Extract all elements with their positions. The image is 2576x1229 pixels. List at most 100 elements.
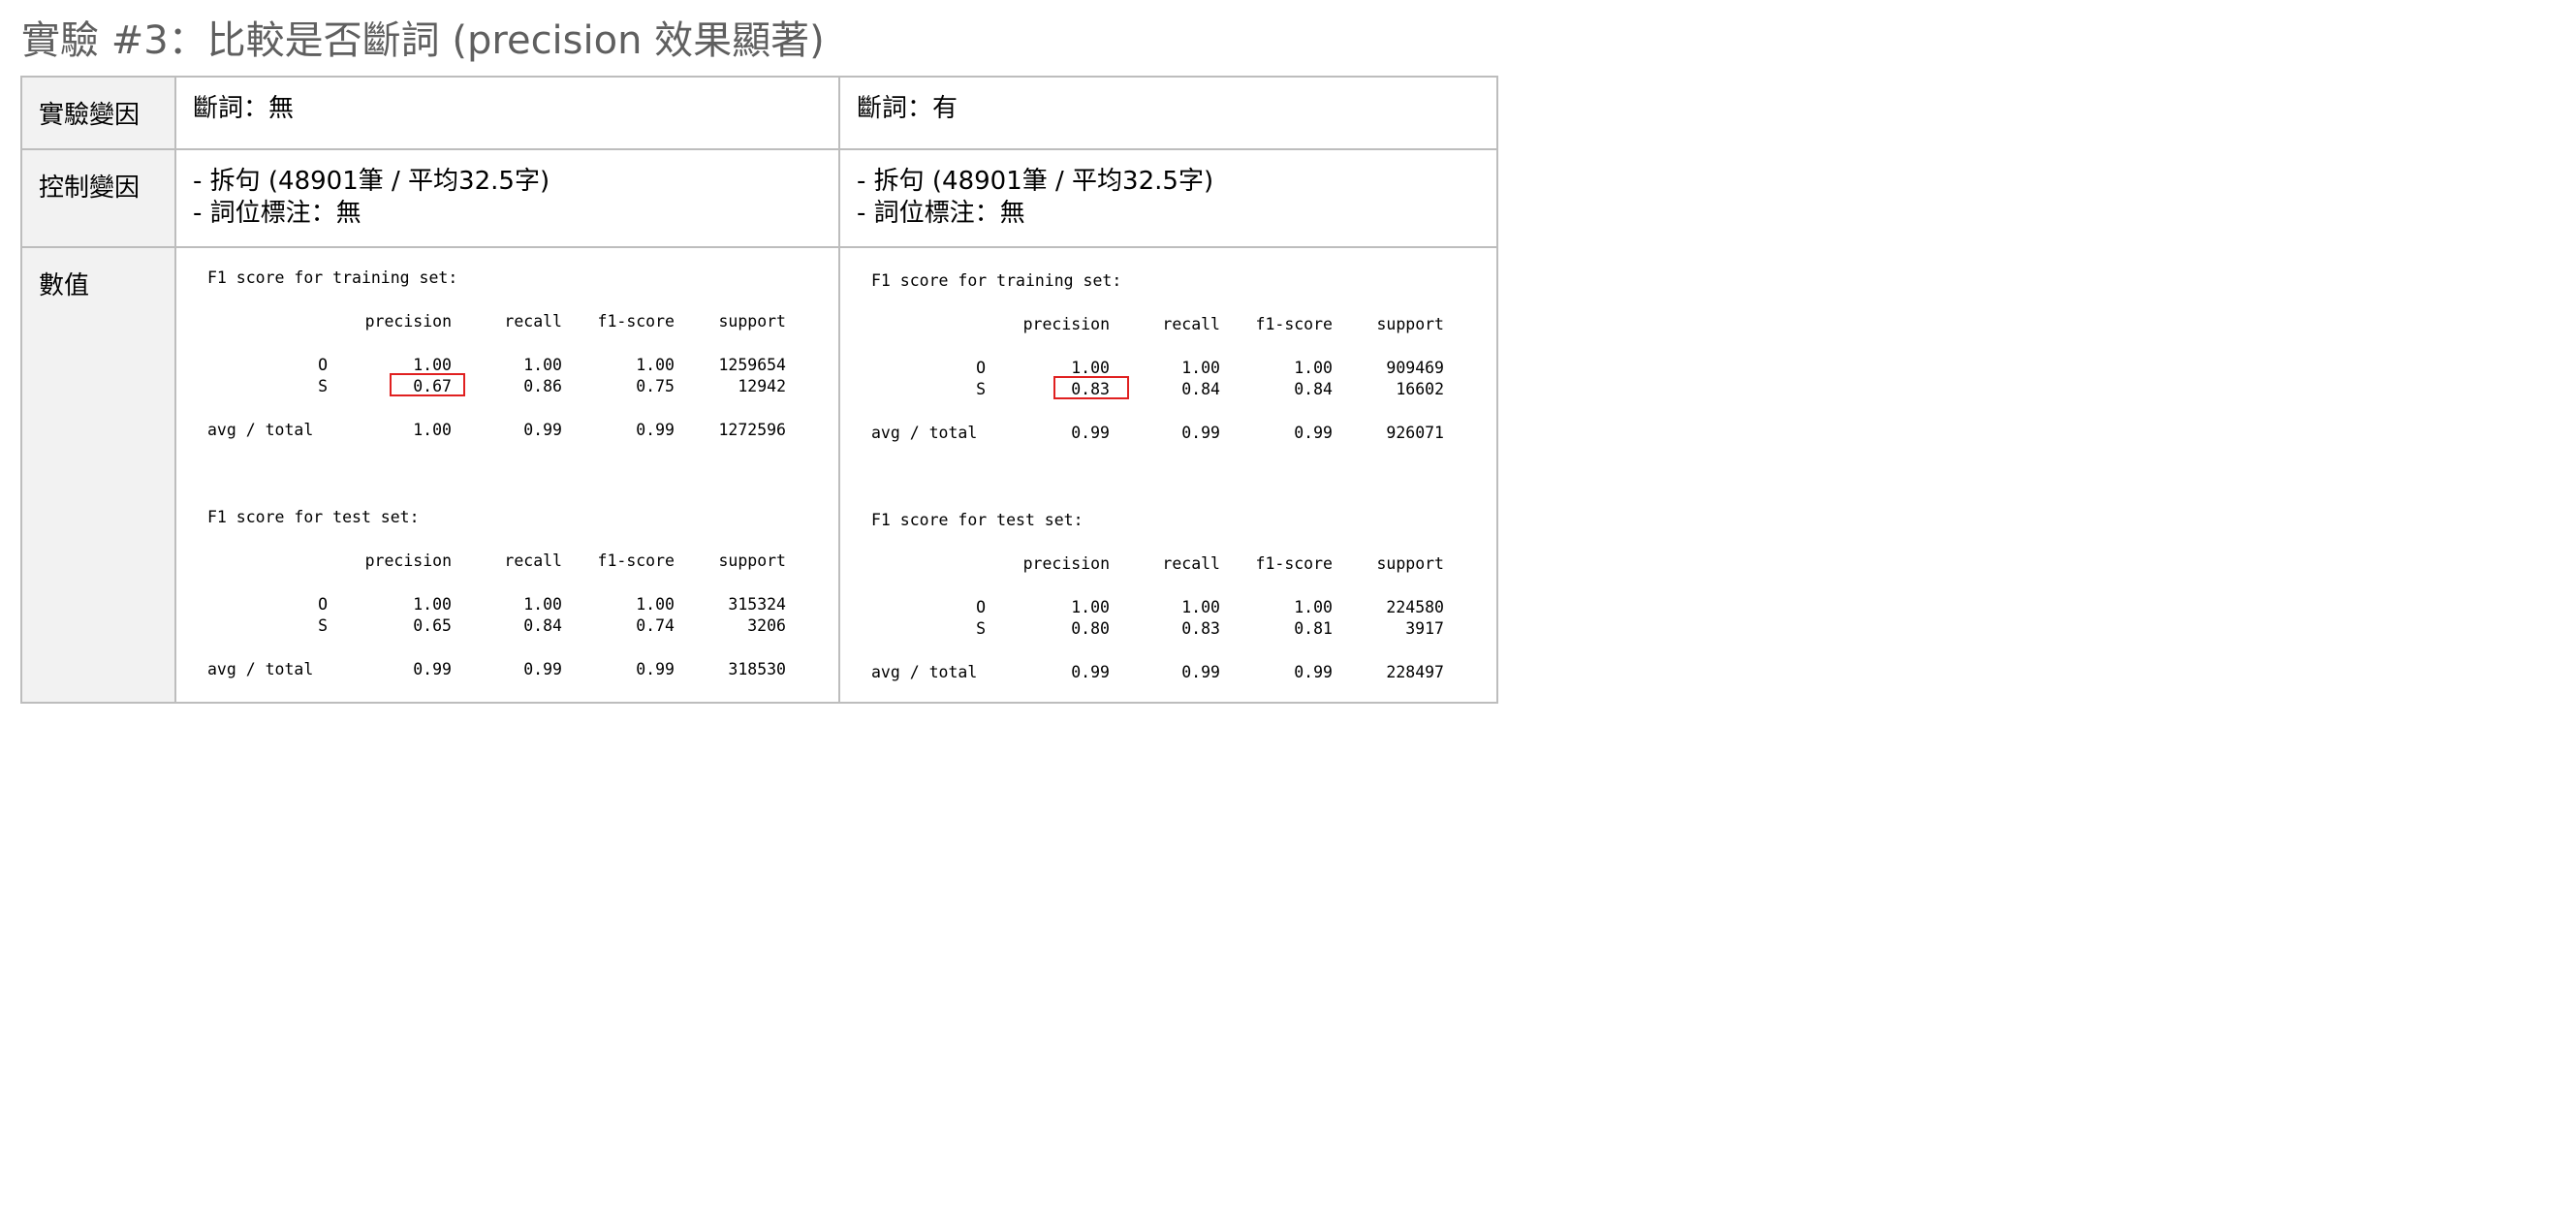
class-o-row-f1-score: 1.00 [1294, 598, 1333, 616]
class-s-row-recall: 0.84 [523, 616, 562, 635]
avg-row-f1-score: 0.99 [636, 660, 675, 678]
control-label: 控制變因 [39, 173, 141, 203]
avg-row-f1-score: 0.99 [1294, 663, 1333, 681]
test-set-title: F1 score for test set: [207, 508, 420, 526]
avg-row-recall: 0.99 [1181, 663, 1220, 681]
header-recall: recall [504, 312, 562, 331]
class-o-row-f1-score: 1.00 [636, 356, 675, 374]
avg-row-support: 1272596 [718, 421, 786, 439]
control-right-cell: - 拆句 (48901筆 / 平均32.5字) - 詞位標注：無 [838, 148, 1498, 248]
avg-row-label: avg / total [207, 660, 314, 678]
test-set-title: F1 score for test set: [871, 511, 1084, 529]
avg-row-recall: 0.99 [1181, 424, 1220, 442]
class-o-row-recall: 1.00 [523, 356, 562, 374]
header-support: support [1376, 315, 1444, 333]
header-precision: precision [364, 551, 452, 570]
class-o-row-support: 315324 [728, 595, 786, 614]
control-right-line2: - 詞位標注：無 [857, 199, 1025, 228]
control-left-cell: - 拆句 (48901筆 / 平均32.5字) - 詞位標注：無 [174, 148, 840, 248]
header-precision: precision [1022, 554, 1110, 573]
class-o-row-f1-score: 1.00 [1294, 359, 1333, 377]
control-left-line2: - 詞位標注：無 [193, 199, 361, 228]
class-o-row-label: O [976, 359, 986, 377]
variable-right-text: 斷詞：有 [857, 94, 958, 123]
header-precision: precision [364, 312, 452, 331]
variable-left-text: 斷詞：無 [193, 94, 295, 123]
class-s-row-support: 12942 [738, 377, 786, 395]
avg-row-recall: 0.99 [523, 660, 562, 678]
precision-highlight-box [390, 373, 465, 396]
class-o-row-label: O [318, 356, 328, 374]
class-o-row-precision: 1.00 [1071, 359, 1110, 377]
variable-label-cell: 實驗變因 [20, 76, 176, 150]
train-set-title: F1 score for training set: [871, 271, 1122, 290]
header-precision: precision [1022, 315, 1110, 333]
class-s-row-recall: 0.86 [523, 377, 562, 395]
header-recall: recall [1162, 554, 1220, 573]
class-s-row-label: S [318, 616, 328, 635]
control-right-text: - 拆句 (48901筆 / 平均32.5字) - 詞位標注：無 [840, 150, 1496, 230]
class-s-row-f1-score: 0.74 [636, 616, 675, 635]
avg-row-f1-score: 0.99 [1294, 424, 1333, 442]
class-o-row-precision: 1.00 [413, 356, 452, 374]
class-o-row-support: 909469 [1386, 359, 1444, 377]
avg-row-label: avg / total [871, 424, 978, 442]
avg-row-f1-score: 0.99 [636, 421, 675, 439]
avg-row-recall: 0.99 [523, 421, 562, 439]
class-o-row-recall: 1.00 [1181, 359, 1220, 377]
class-s-row-label: S [976, 380, 986, 398]
header-recall: recall [504, 551, 562, 570]
class-o-row-label: O [318, 595, 328, 614]
train-set-title: F1 score for training set: [207, 268, 458, 287]
class-o-row-f1-score: 1.00 [636, 595, 675, 614]
avg-row-precision: 1.00 [413, 421, 452, 439]
header-support: support [718, 551, 786, 570]
class-s-row-recall: 0.83 [1181, 619, 1220, 638]
class-s-row-f1-score: 0.84 [1294, 380, 1333, 398]
header-recall: recall [1162, 315, 1220, 333]
values-label: 數值 [39, 271, 90, 300]
class-s-row-recall: 0.84 [1181, 380, 1220, 398]
class-s-row-precision: 0.80 [1071, 619, 1110, 638]
avg-row-support: 228497 [1386, 663, 1444, 681]
class-s-row-support: 16602 [1396, 380, 1444, 398]
header-f1-score: f1-score [1255, 554, 1333, 573]
header-support: support [718, 312, 786, 331]
variable-right-cell: 斷詞：有 [838, 76, 1498, 150]
class-o-row-recall: 1.00 [523, 595, 562, 614]
class-o-row-precision: 1.00 [1071, 598, 1110, 616]
variable-row: 實驗變因 斷詞：無 斷詞：有 [20, 76, 1498, 150]
header-f1-score: f1-score [1255, 315, 1333, 333]
avg-row-precision: 0.99 [1071, 424, 1110, 442]
control-label-cell: 控制變因 [20, 148, 176, 248]
values-left-cell: F1 score for training set: precision recal… [174, 246, 840, 704]
avg-row-support: 926071 [1386, 424, 1444, 442]
class-o-row-label: O [976, 598, 986, 616]
experiment-table: 實驗變因 斷詞：無 斷詞：有 控制變因 - 拆句 (48901筆 / 平均32.… [20, 76, 1498, 704]
avg-row-label: avg / total [207, 421, 314, 439]
class-s-row-support: 3206 [747, 616, 786, 635]
avg-row-precision: 0.99 [1071, 663, 1110, 681]
class-s-row-label: S [976, 619, 986, 638]
class-s-row-label: S [318, 377, 328, 395]
class-o-row-support: 1259654 [718, 356, 786, 374]
class-s-row-support: 3917 [1405, 619, 1444, 638]
class-o-row-recall: 1.00 [1181, 598, 1220, 616]
class-s-row-precision: 0.83 [1071, 380, 1110, 398]
header-f1-score: f1-score [597, 312, 675, 331]
values-right-cell: F1 score for training set: precision recal… [838, 246, 1498, 704]
variable-left-cell: 斷詞：無 [174, 76, 840, 150]
header-f1-score: f1-score [597, 551, 675, 570]
page-title: 實驗 #3：比較是否斷詞 (precision 效果顯著) [21, 18, 825, 63]
values-row: 數值 F1 score for training set: precision re… [20, 246, 1498, 704]
values-label-cell: 數值 [20, 246, 176, 704]
control-row: 控制變因 - 拆句 (48901筆 / 平均32.5字) - 詞位標注：無 - … [20, 148, 1498, 248]
avg-row-precision: 0.99 [413, 660, 452, 678]
class-o-row-precision: 1.00 [413, 595, 452, 614]
class-s-row-precision: 0.65 [413, 616, 452, 635]
header-support: support [1376, 554, 1444, 573]
class-s-row-f1-score: 0.75 [636, 377, 675, 395]
class-s-row-f1-score: 0.81 [1294, 619, 1333, 638]
control-left-text: - 拆句 (48901筆 / 平均32.5字) - 詞位標注：無 [176, 150, 838, 230]
avg-row-label: avg / total [871, 663, 978, 681]
